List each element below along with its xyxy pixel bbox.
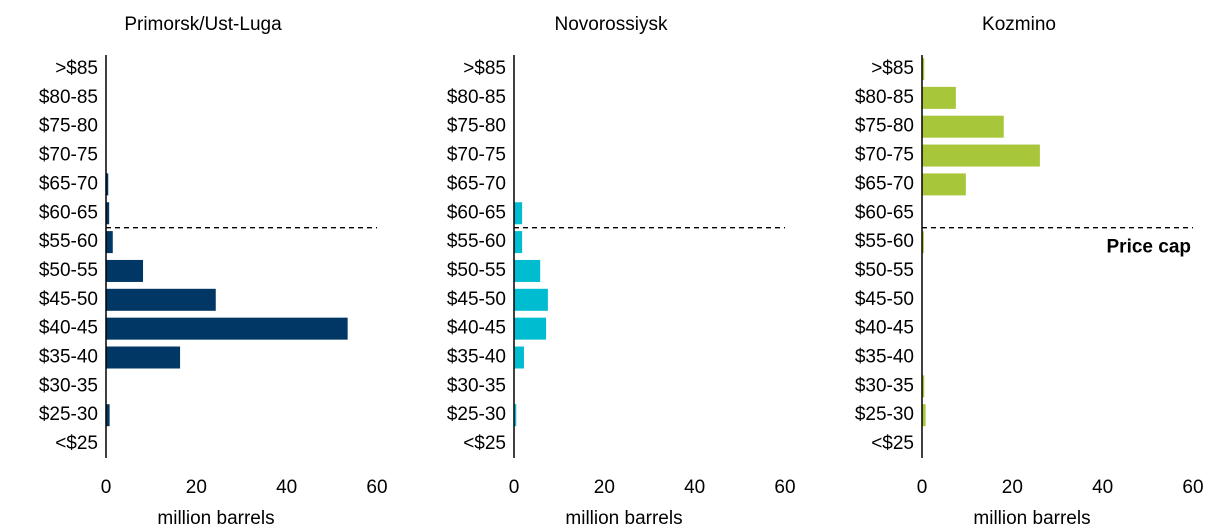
y-tick-label: $35-40 xyxy=(39,347,98,368)
x-tick-label: 0 xyxy=(509,477,520,498)
y-tick-label: $50-55 xyxy=(855,260,914,281)
x-tick-label: 40 xyxy=(684,477,705,498)
y-tick-label: $40-45 xyxy=(855,318,914,339)
y-tick-label: $55-60 xyxy=(39,231,98,252)
panel-title: Novorossiysk xyxy=(555,14,668,35)
y-tick-label: $50-55 xyxy=(447,260,506,281)
annotation: Price cap xyxy=(1107,237,1192,258)
bar xyxy=(106,404,110,427)
bar xyxy=(514,346,524,369)
y-tick-label: >$85 xyxy=(463,58,506,79)
y-tick-label: $45-50 xyxy=(447,289,506,310)
y-tick-label: $70-75 xyxy=(855,145,914,166)
x-tick-label: 40 xyxy=(276,477,297,498)
bar xyxy=(922,375,925,398)
y-tick-label: $75-80 xyxy=(39,116,98,137)
bar xyxy=(922,86,956,109)
y-tick-label: $70-75 xyxy=(39,145,98,166)
bar xyxy=(106,231,113,254)
y-tick-label: $60-65 xyxy=(447,202,506,223)
y-tick-label: $55-60 xyxy=(855,231,914,252)
bar xyxy=(922,231,924,254)
y-tick-label: $65-70 xyxy=(855,173,914,194)
x-tick-label: 60 xyxy=(774,477,795,498)
y-tick-label: $65-70 xyxy=(447,173,506,194)
bar xyxy=(514,259,541,282)
y-tick-label: $65-70 xyxy=(39,173,98,194)
bar xyxy=(922,144,1040,167)
y-tick-label: $80-85 xyxy=(39,87,98,108)
y-tick-label: $40-45 xyxy=(447,318,506,339)
bar xyxy=(922,115,1004,138)
y-tick-label: $35-40 xyxy=(855,347,914,368)
y-tick-label: >$85 xyxy=(871,58,914,79)
bar xyxy=(922,58,925,80)
x-tick-label: 20 xyxy=(186,477,207,498)
y-tick-label: $25-30 xyxy=(39,404,98,425)
y-tick-label: $25-30 xyxy=(855,404,914,425)
y-tick-label: <$25 xyxy=(55,433,98,454)
bar xyxy=(106,288,216,311)
y-tick-label: <$25 xyxy=(463,433,506,454)
y-tick-label: $70-75 xyxy=(447,145,506,166)
x-tick-label: 0 xyxy=(101,477,112,498)
y-tick-label: $50-55 xyxy=(39,260,98,281)
x-axis-label: million barrels xyxy=(565,508,682,529)
y-tick-label: $30-35 xyxy=(39,375,98,396)
bar xyxy=(514,288,548,311)
y-tick-label: $80-85 xyxy=(855,87,914,108)
x-tick-label: 40 xyxy=(1092,477,1113,498)
panel-title: Kozmino xyxy=(982,14,1056,35)
bar xyxy=(922,173,966,196)
bar xyxy=(106,173,109,196)
bar xyxy=(922,404,926,427)
y-tick-label: $30-35 xyxy=(447,375,506,396)
y-tick-label: $75-80 xyxy=(855,116,914,137)
x-tick-label: 0 xyxy=(917,477,928,498)
panel-title: Primorsk/Ust-Luga xyxy=(124,14,282,35)
bar xyxy=(106,317,348,340)
y-tick-label: $45-50 xyxy=(39,289,98,310)
y-tick-label: $60-65 xyxy=(39,202,98,223)
y-tick-label: <$25 xyxy=(871,433,914,454)
y-tick-label: $55-60 xyxy=(447,231,506,252)
y-tick-label: $80-85 xyxy=(447,87,506,108)
y-tick-label: $45-50 xyxy=(855,289,914,310)
x-axis-label: million barrels xyxy=(973,508,1090,529)
y-tick-label: $35-40 xyxy=(447,347,506,368)
y-tick-label: $25-30 xyxy=(447,404,506,425)
x-tick-label: 20 xyxy=(1002,477,1023,498)
bar xyxy=(106,346,181,369)
bar xyxy=(106,259,144,282)
bar xyxy=(514,202,523,225)
y-tick-label: $60-65 xyxy=(855,202,914,223)
bar xyxy=(106,202,110,225)
bar xyxy=(514,231,523,254)
y-tick-label: $30-35 xyxy=(855,375,914,396)
x-tick-label: 60 xyxy=(1182,477,1203,498)
bar xyxy=(514,317,547,340)
y-tick-label: >$85 xyxy=(55,58,98,79)
y-tick-label: $75-80 xyxy=(447,116,506,137)
bar xyxy=(514,404,517,427)
y-tick-label: $40-45 xyxy=(39,318,98,339)
x-tick-label: 20 xyxy=(594,477,615,498)
x-axis-label: million barrels xyxy=(157,508,274,529)
x-tick-label: 60 xyxy=(366,477,387,498)
